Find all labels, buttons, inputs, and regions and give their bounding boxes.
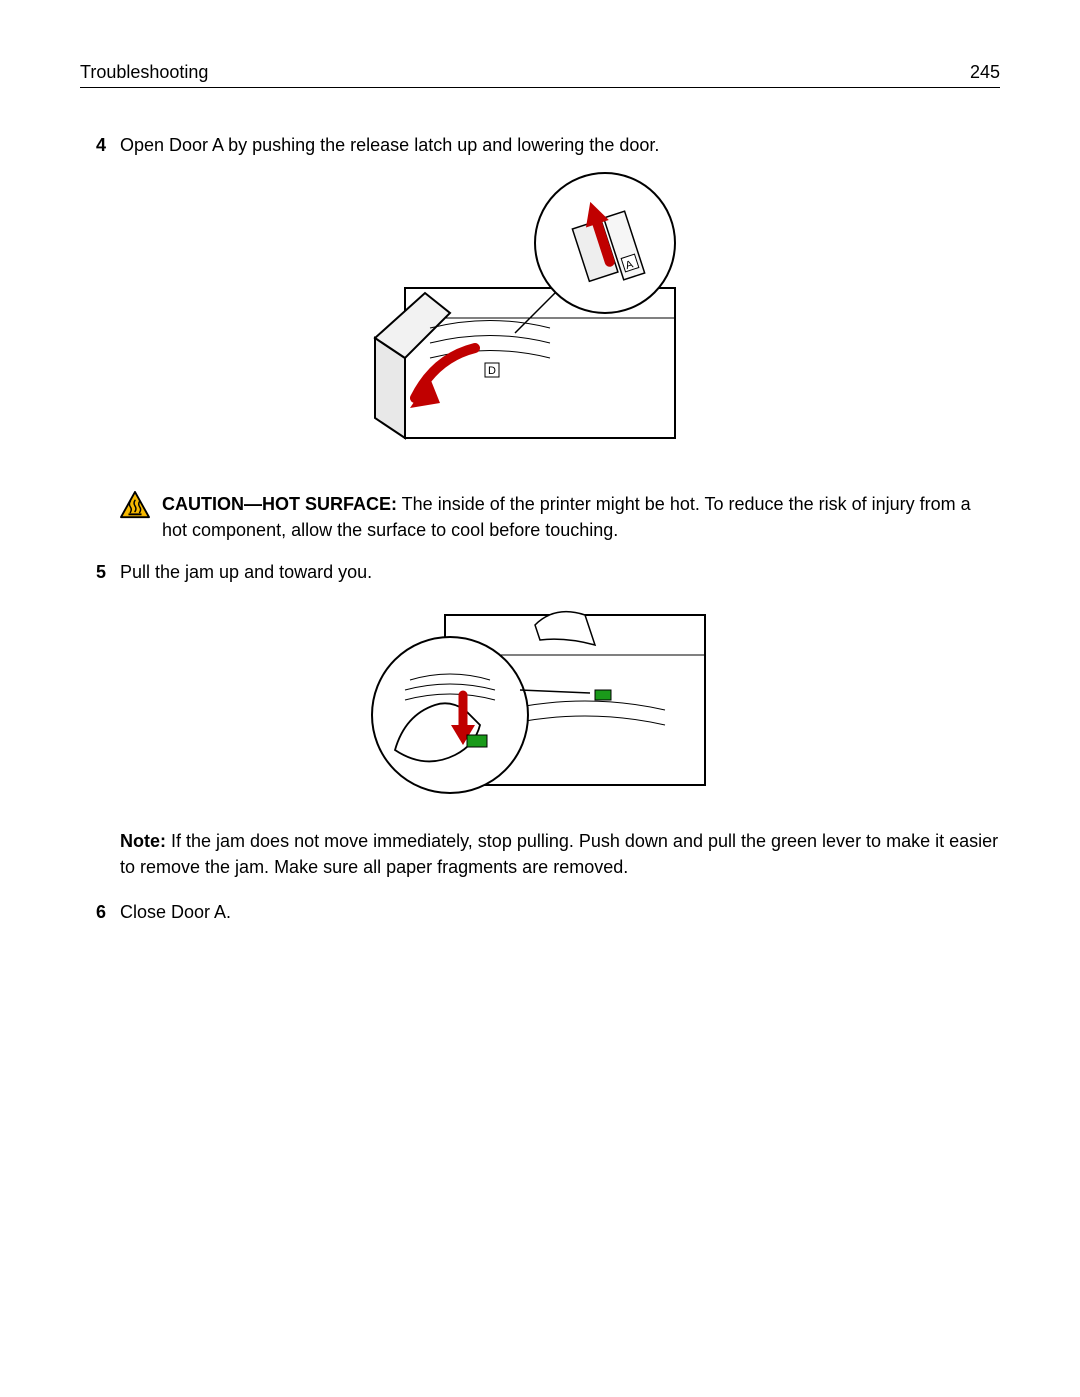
step-number: 6 bbox=[80, 899, 106, 925]
step-number: 5 bbox=[80, 559, 106, 585]
page-header: Troubleshooting 245 bbox=[80, 62, 1000, 88]
svg-text:D: D bbox=[488, 365, 496, 377]
note-label: Note: bbox=[120, 831, 166, 851]
note-body: If the jam does not move immediately, st… bbox=[120, 831, 998, 877]
step-text: Open Door A by pushing the release latch… bbox=[120, 132, 1000, 158]
caution-label: CAUTION—HOT SURFACE: bbox=[162, 494, 397, 514]
step-5: 5 Pull the jam up and toward you. bbox=[80, 559, 1000, 585]
page-number: 245 bbox=[970, 62, 1000, 83]
caution-hot-surface-icon bbox=[120, 491, 150, 519]
manual-page: Troubleshooting 245 4 Open Door A by pus… bbox=[0, 0, 1080, 1397]
step-4: 4 Open Door A by pushing the release lat… bbox=[80, 132, 1000, 158]
step-text: Close Door A. bbox=[120, 899, 1000, 925]
note-block: Note: If the jam does not move immediate… bbox=[120, 828, 1000, 880]
section-title: Troubleshooting bbox=[80, 62, 208, 83]
step-number: 4 bbox=[80, 132, 106, 158]
figure-2-svg bbox=[355, 595, 725, 810]
page-body: 4 Open Door A by pushing the release lat… bbox=[80, 88, 1000, 925]
figure-2 bbox=[80, 595, 1000, 810]
step-6: 6 Close Door A. bbox=[80, 899, 1000, 925]
step-text: Pull the jam up and toward you. bbox=[120, 559, 1000, 585]
caution-text: CAUTION—HOT SURFACE: The inside of the p… bbox=[162, 491, 1000, 543]
figure-1-svg: D A bbox=[355, 168, 725, 473]
caution-block: CAUTION—HOT SURFACE: The inside of the p… bbox=[120, 491, 1000, 543]
figure-1: D A bbox=[80, 168, 1000, 473]
